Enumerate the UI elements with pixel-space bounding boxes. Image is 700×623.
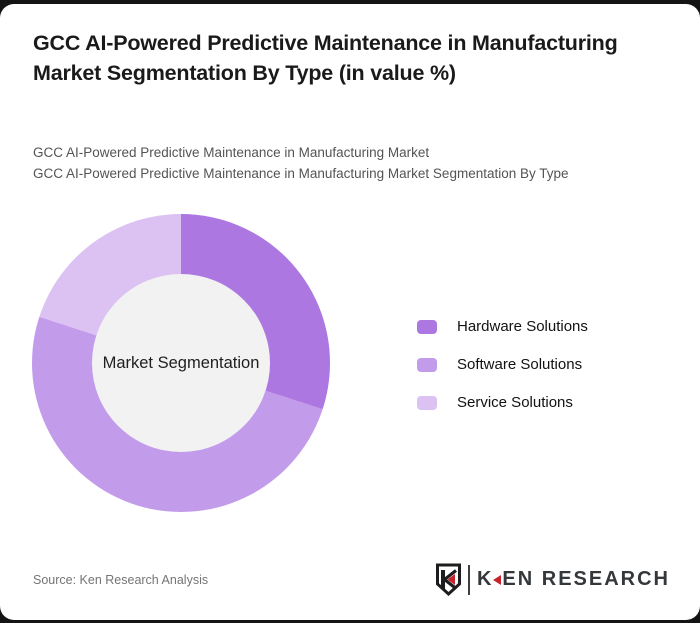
legend-swatch xyxy=(417,319,437,334)
legend-label: Software Solutions xyxy=(457,356,583,373)
logo-shield-red-triangle-icon xyxy=(447,574,455,585)
donut-chart: Market Segmentation xyxy=(32,214,330,512)
subtitle-line-2: GCC AI-Powered Predictive Maintenance in… xyxy=(33,165,569,181)
source-text: Source: Ken Research Analysis xyxy=(33,572,209,587)
legend-row: Service Solutions xyxy=(417,394,588,411)
legend-swatch xyxy=(417,395,437,410)
chart-card: GCC AI-Powered Predictive Maintenance in… xyxy=(0,4,700,620)
legend-swatch xyxy=(417,357,437,372)
subtitle-line-1: GCC AI-Powered Predictive Maintenance in… xyxy=(33,145,430,160)
donut-hole: Market Segmentation xyxy=(92,274,270,452)
donut-center-label: Market Segmentation xyxy=(102,353,260,372)
ken-research-logo: K EN RESEARCH xyxy=(435,563,670,596)
page-title: GCC AI-Powered Predictive Maintenance in… xyxy=(33,31,618,85)
logo-red-triangle-icon xyxy=(493,575,502,585)
subtitle-block: GCC AI-Powered Predictive Maintenance in… xyxy=(33,143,683,184)
wordmark-rest: EN RESEARCH xyxy=(502,568,670,590)
chart-legend: Hardware Solutions Software Solutions Se… xyxy=(417,318,588,432)
legend-label: Hardware Solutions xyxy=(457,318,588,335)
legend-row: Hardware Solutions xyxy=(417,318,588,335)
logo-shield-icon xyxy=(435,563,461,596)
footer: Source: Ken Research Analysis K EN RESEA… xyxy=(33,563,670,596)
legend-row: Software Solutions xyxy=(417,356,588,373)
logo-divider xyxy=(467,564,470,595)
wordmark-k: K xyxy=(476,568,494,590)
logo-wordmark: K EN RESEARCH xyxy=(477,568,670,591)
legend-label: Service Solutions xyxy=(457,394,573,411)
